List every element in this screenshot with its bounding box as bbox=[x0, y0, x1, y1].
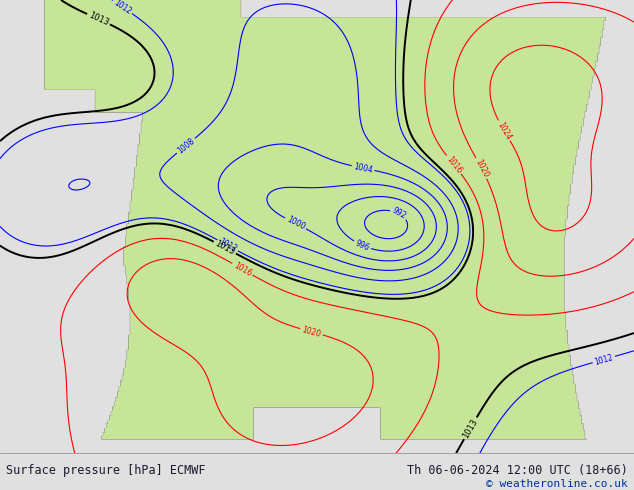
Text: 1012: 1012 bbox=[112, 0, 133, 16]
Text: 1000: 1000 bbox=[285, 215, 306, 232]
Text: 1020: 1020 bbox=[473, 158, 490, 179]
Text: 1013: 1013 bbox=[214, 239, 236, 257]
Text: 1012: 1012 bbox=[593, 353, 614, 367]
Text: 992: 992 bbox=[391, 206, 408, 221]
Text: 996: 996 bbox=[354, 238, 371, 252]
Text: 1013: 1013 bbox=[461, 417, 479, 440]
Text: Th 06-06-2024 12:00 UTC (18+66): Th 06-06-2024 12:00 UTC (18+66) bbox=[407, 464, 628, 477]
Text: 1012: 1012 bbox=[217, 237, 238, 254]
Text: 1013: 1013 bbox=[87, 11, 110, 27]
Text: 1016: 1016 bbox=[232, 261, 253, 278]
Text: 1016: 1016 bbox=[444, 154, 463, 175]
Text: 1020: 1020 bbox=[301, 325, 322, 339]
Text: Surface pressure [hPa] ECMWF: Surface pressure [hPa] ECMWF bbox=[6, 464, 206, 477]
Text: © weatheronline.co.uk: © weatheronline.co.uk bbox=[486, 479, 628, 489]
Text: 1024: 1024 bbox=[495, 120, 513, 141]
Text: 1004: 1004 bbox=[353, 162, 373, 174]
Text: 1008: 1008 bbox=[176, 136, 196, 155]
